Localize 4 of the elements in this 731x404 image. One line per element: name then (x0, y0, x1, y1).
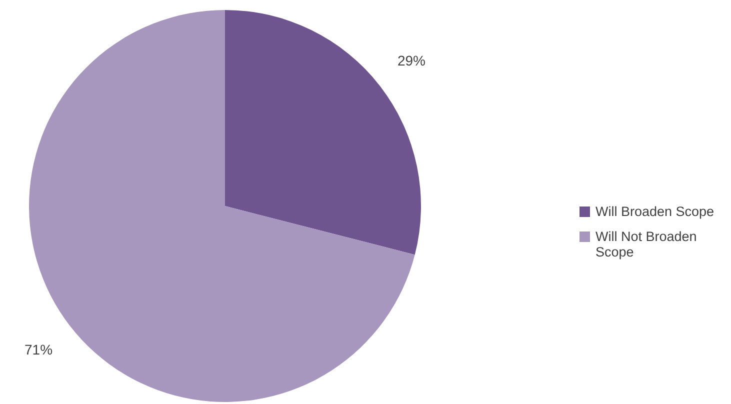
legend-label: Will Broaden Scope (596, 204, 714, 219)
data-label: 29% (397, 52, 426, 68)
legend-label: Will Not Broaden Scope (596, 228, 697, 260)
data-label: 71% (24, 342, 53, 358)
